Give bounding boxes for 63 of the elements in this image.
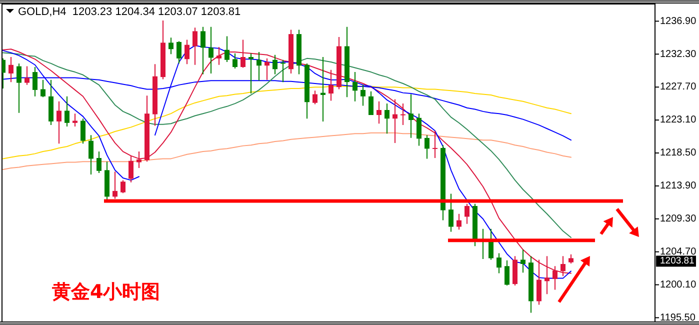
candlestick bbox=[424, 134, 430, 160]
candlestick bbox=[80, 118, 86, 144]
y-tick-label: 1232.30 bbox=[660, 48, 697, 60]
candlestick bbox=[408, 94, 414, 138]
candlestick bbox=[400, 103, 406, 126]
candlestick bbox=[120, 180, 126, 194]
y-tick-label: 1223.10 bbox=[660, 114, 697, 126]
candlestick bbox=[72, 113, 78, 127]
candlestick bbox=[464, 203, 470, 224]
candlestick bbox=[248, 52, 254, 94]
y-tick-label: 1195.50 bbox=[660, 312, 696, 324]
candlestick bbox=[360, 84, 366, 106]
y-tick-label: 1200.10 bbox=[660, 279, 697, 290]
text: 1203.81 bbox=[660, 256, 694, 267]
candlestick bbox=[24, 66, 30, 86]
y-tick-label: 1236.90 bbox=[660, 16, 697, 27]
candlestick bbox=[16, 62, 22, 114]
candlestick bbox=[320, 56, 326, 122]
candlestick bbox=[136, 151, 142, 169]
candlestick bbox=[264, 58, 270, 80]
candlestick bbox=[192, 27, 198, 66]
candlestick bbox=[456, 213, 462, 230]
candlestick bbox=[200, 26, 206, 75]
y-tick-label: 1218.50 bbox=[660, 148, 697, 159]
candlestick bbox=[272, 54, 278, 75]
y-tick-label: 1227.70 bbox=[660, 82, 697, 93]
line-series bbox=[2, 52, 572, 238]
candlestick bbox=[112, 171, 118, 200]
candlestick bbox=[312, 90, 318, 105]
candlestick bbox=[128, 155, 134, 183]
candlestick bbox=[64, 96, 70, 127]
candlestick bbox=[392, 98, 398, 144]
chart-title: GOLD,H4 1203.23 1204.34 1203.07 1203.81 bbox=[18, 6, 241, 18]
candlestick bbox=[88, 134, 94, 175]
candlestick bbox=[8, 56, 14, 83]
y-tick-label: 1213.90 bbox=[660, 180, 697, 192]
candlestick bbox=[448, 193, 454, 232]
candlestick bbox=[376, 100, 382, 124]
candlestick bbox=[416, 113, 422, 146]
candlestick bbox=[56, 100, 62, 144]
candlestick bbox=[496, 252, 502, 274]
candlestick bbox=[168, 37, 174, 55]
candlestick bbox=[32, 66, 38, 97]
y-tick-label: 1204.70 bbox=[660, 246, 697, 258]
candlestick bbox=[368, 90, 374, 116]
candlestick bbox=[176, 40, 182, 64]
candlestick bbox=[328, 69, 334, 102]
candlestick bbox=[96, 151, 102, 174]
candlestick bbox=[432, 130, 438, 158]
candlestick bbox=[568, 254, 574, 264]
candlestick bbox=[352, 72, 358, 102]
candlestick bbox=[256, 51, 262, 82]
candlestick bbox=[232, 52, 238, 69]
candlestick bbox=[184, 39, 190, 65]
candlestick bbox=[384, 103, 390, 134]
annotation: 黄金4小时图 bbox=[51, 281, 160, 303]
candlestick bbox=[40, 79, 46, 98]
candlestick bbox=[208, 26, 214, 74]
candlestick bbox=[224, 36, 230, 63]
candlestick bbox=[280, 59, 286, 83]
candlestick bbox=[520, 249, 526, 274]
y-tick-label: 1209.30 bbox=[660, 214, 697, 225]
candlestick bbox=[504, 260, 510, 286]
